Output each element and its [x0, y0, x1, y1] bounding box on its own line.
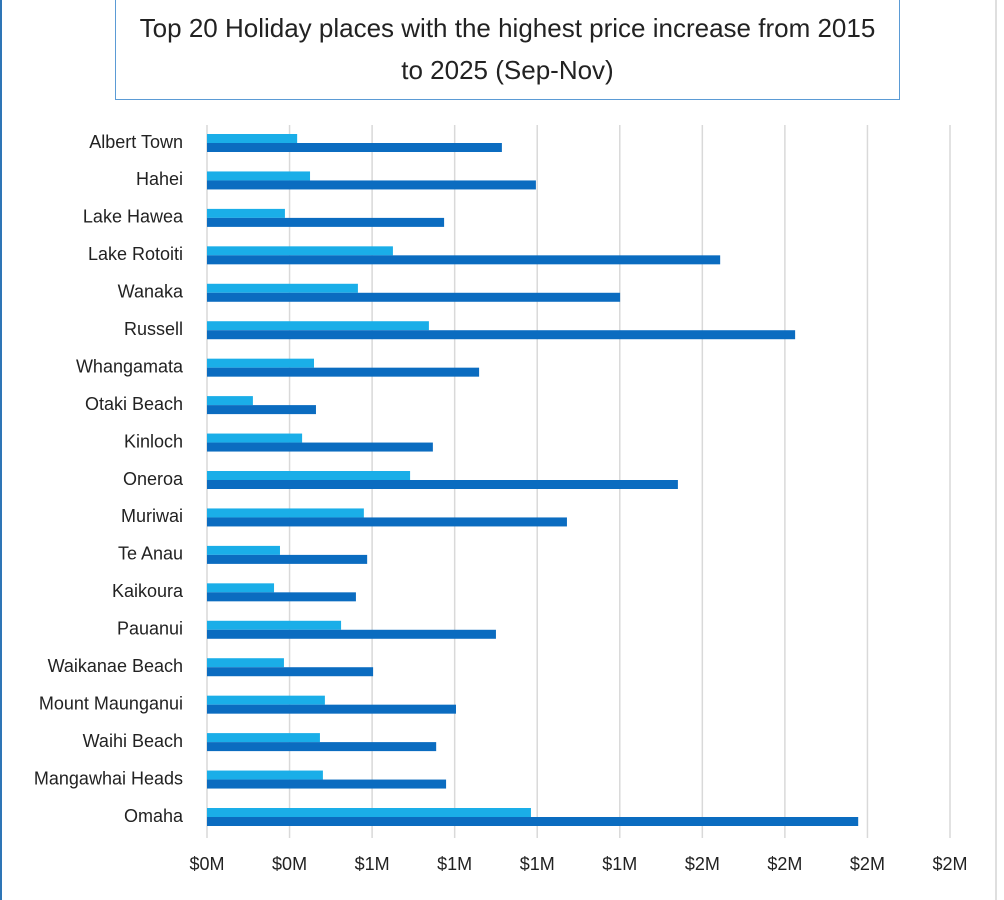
y-tick-label: Kaikoura — [112, 581, 184, 601]
bar — [207, 358, 314, 368]
bar — [207, 134, 298, 143]
bar — [207, 695, 325, 705]
y-tick-label: Waikanae Beach — [48, 656, 183, 676]
bar — [207, 143, 502, 152]
x-tick-label: $1M — [520, 854, 555, 874]
bar — [207, 471, 411, 480]
y-tick-label: Hahei — [136, 169, 183, 189]
y-tick-label: Omaha — [124, 806, 184, 826]
chart-title: Top 20 Holiday places with the highest p… — [115, 0, 900, 100]
bar — [207, 217, 445, 227]
bar — [207, 667, 374, 677]
y-tick-label: Whangamata — [76, 356, 184, 376]
bar — [207, 292, 621, 302]
bar — [207, 405, 316, 415]
bar — [207, 817, 859, 826]
y-tick-label: Russell — [124, 319, 183, 339]
bar — [207, 517, 567, 527]
y-tick-label: Kinloch — [124, 431, 183, 451]
y-tick-label: Mount Maunganui — [39, 693, 183, 713]
bar — [207, 658, 284, 668]
x-tick-label: $1M — [355, 854, 390, 874]
y-tick-label: Lake Rotoiti — [88, 244, 183, 264]
bar — [207, 246, 393, 256]
bar — [207, 779, 447, 789]
bar — [207, 283, 358, 293]
y-tick-label: Te Anau — [118, 544, 183, 564]
y-tick-label: Waihi Beach — [83, 731, 183, 751]
y-tick-label: Otaki Beach — [85, 394, 183, 414]
bar — [207, 321, 429, 331]
bar — [207, 442, 433, 452]
bar — [207, 770, 323, 780]
bar — [207, 545, 280, 555]
y-tick-label: Mangawhai Heads — [34, 768, 183, 788]
bar — [207, 255, 721, 265]
x-tick-label: $1M — [602, 854, 637, 874]
x-tick-label: $1M — [437, 854, 472, 874]
bar — [207, 733, 320, 743]
bar — [207, 180, 536, 190]
y-tick-label: Lake Hawea — [83, 207, 184, 227]
bar — [207, 367, 480, 377]
bar — [207, 171, 311, 181]
bar — [207, 620, 342, 630]
x-tick-label: $2M — [850, 854, 885, 874]
y-tick-label: Albert Town — [89, 132, 183, 152]
x-tick-label: $2M — [685, 854, 720, 874]
y-tick-label: Muriwai — [121, 506, 183, 526]
bar — [207, 208, 285, 218]
x-tick-label: $2M — [767, 854, 802, 874]
bar — [207, 808, 531, 817]
x-tick-label: $0M — [272, 854, 307, 874]
bar — [207, 583, 275, 593]
bar — [207, 742, 437, 752]
bar — [207, 330, 796, 340]
bar — [207, 592, 356, 602]
bar — [207, 396, 253, 406]
bar — [207, 554, 368, 564]
y-tick-label: Oneroa — [123, 469, 184, 489]
y-tick-label: Wanaka — [118, 282, 184, 302]
bar — [207, 629, 496, 639]
x-tick-label: $2M — [932, 854, 967, 874]
bar — [207, 480, 678, 489]
bar — [207, 704, 456, 714]
x-tick-label: $0M — [189, 854, 224, 874]
bar — [207, 433, 303, 443]
bar — [207, 508, 364, 518]
y-tick-label: Pauanui — [117, 619, 183, 639]
